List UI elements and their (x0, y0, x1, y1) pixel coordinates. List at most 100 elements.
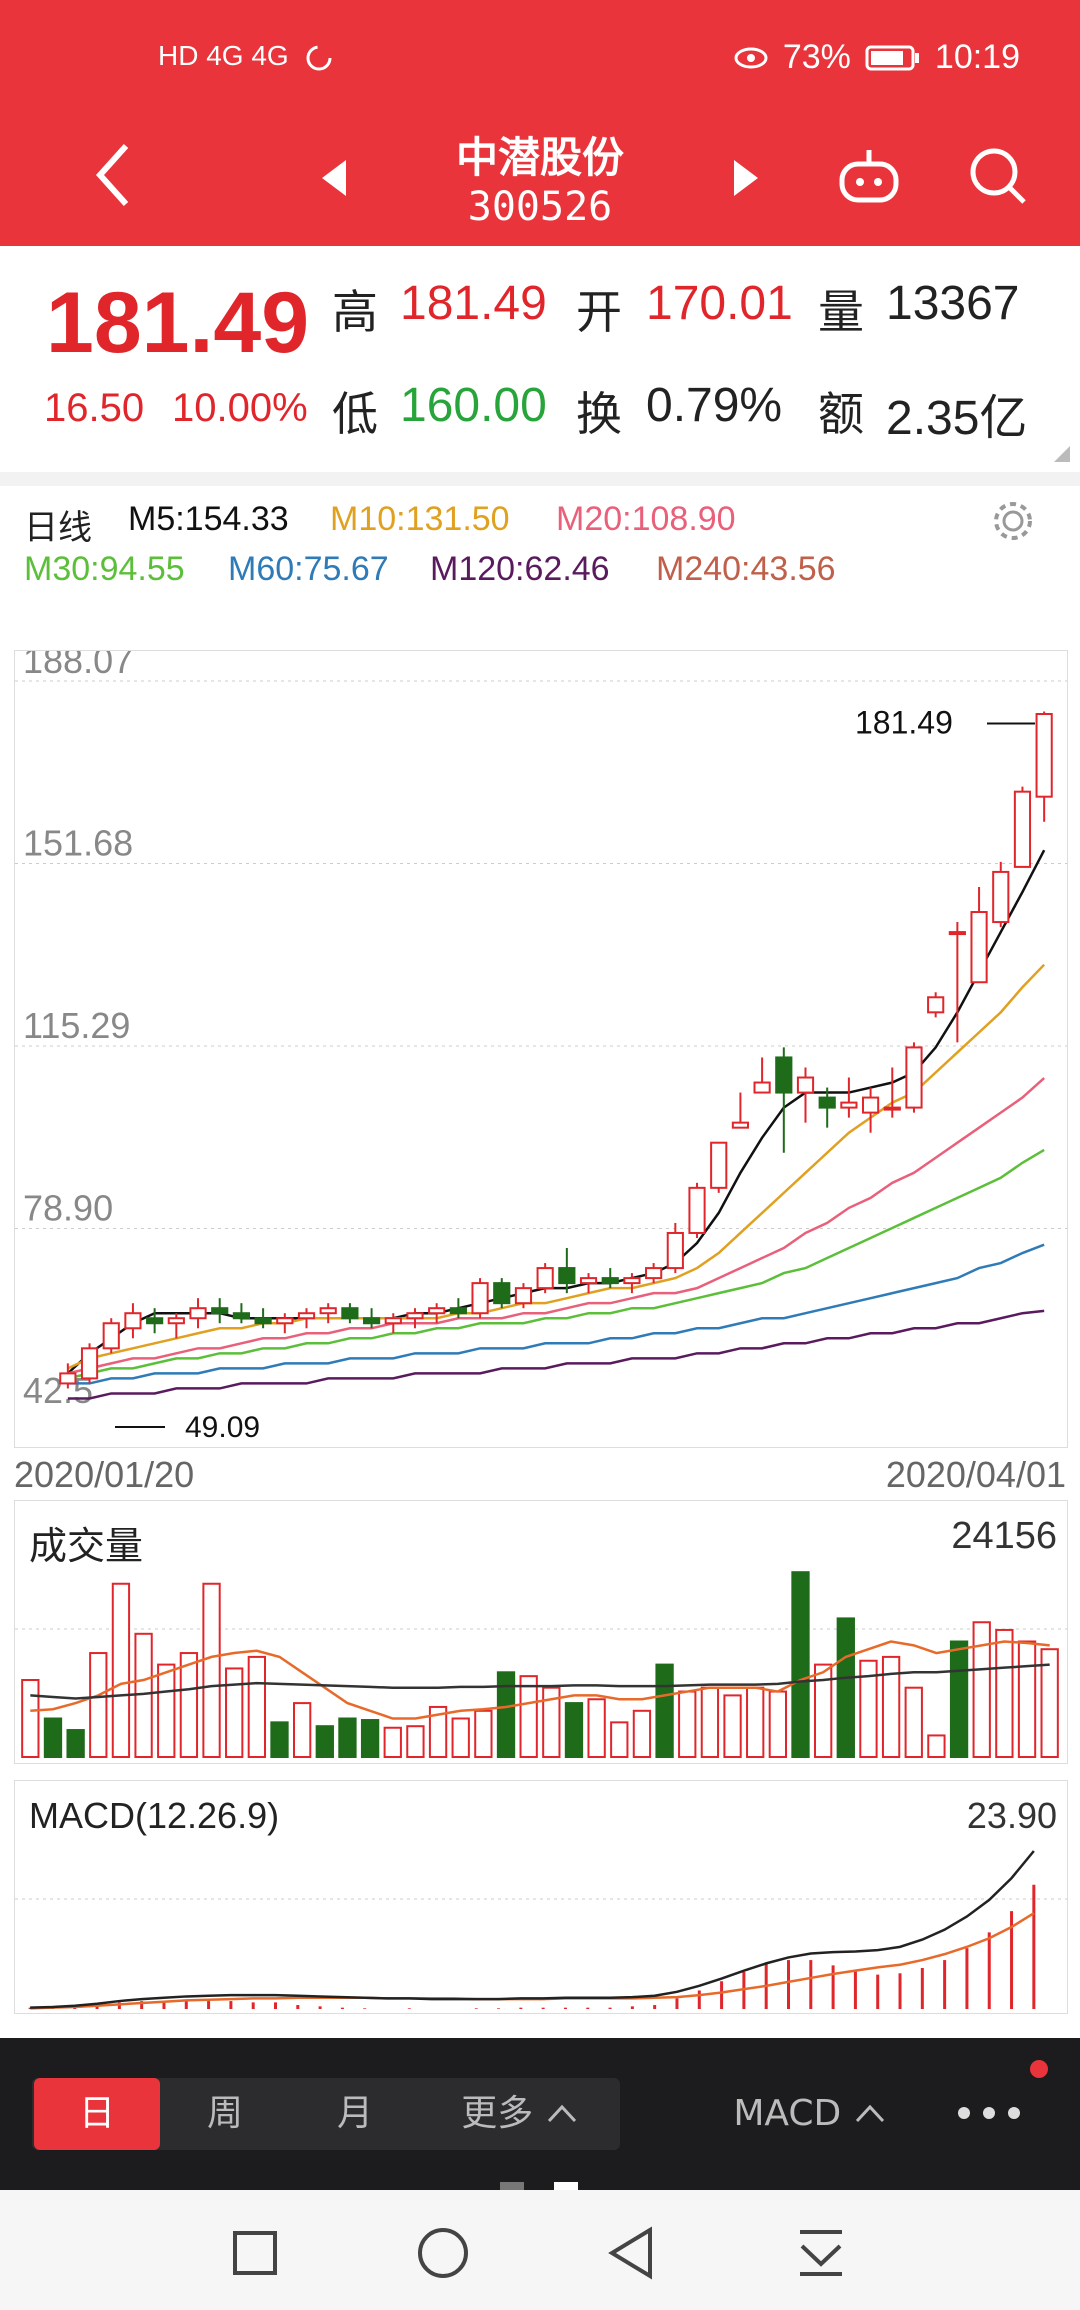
next-stock-icon[interactable] (732, 158, 760, 198)
volume-bar (474, 1709, 493, 1758)
network-label: HD 4G 4G (158, 40, 289, 71)
ma10-label: M10:131.50 (330, 500, 510, 538)
amount-label: 额 (818, 387, 864, 441)
candle-body (948, 931, 966, 936)
volume-bar (451, 1717, 470, 1758)
x-start-date: 2020/01/20 (14, 1454, 195, 1495)
volume-bar (655, 1663, 674, 1759)
status-right: 73% 10:19 (733, 38, 1020, 77)
macd-dif-line (30, 1850, 1035, 2009)
volume-bar (632, 1709, 652, 1758)
volume-bar (972, 1621, 991, 1758)
candle-body (558, 1267, 576, 1285)
prev-stock-icon[interactable] (320, 158, 348, 198)
max-price-annotation: 181.49 (855, 704, 953, 740)
more-dots-icon[interactable] (954, 2098, 1024, 2128)
candle-body (493, 1282, 511, 1305)
volume-bar (1017, 1640, 1037, 1758)
volume-bar (610, 1721, 629, 1758)
ma20-label: M20:108.90 (556, 500, 736, 538)
eye-icon (734, 47, 768, 68)
macd-max-label: 23.90 (966, 1795, 1057, 1836)
ma-line-m120 (67, 1309, 1045, 1400)
volume-bar (678, 1690, 697, 1758)
battery-icon (865, 45, 919, 70)
volume-bar (564, 1702, 584, 1758)
stock-code: 300526 (467, 184, 613, 230)
search-icon[interactable] (966, 144, 1030, 208)
volume-bar (881, 1655, 901, 1759)
candle-body (927, 996, 945, 1014)
candle-body (883, 1106, 901, 1111)
sync-icon (306, 45, 332, 71)
volume-bar (157, 1663, 176, 1759)
back-icon[interactable] (606, 2226, 656, 2280)
low-value: 160.00 (400, 379, 547, 432)
candle-body (688, 1186, 706, 1234)
y-tick-label: 78.90 (23, 1187, 113, 1228)
volume-bar (66, 1729, 85, 1758)
volume-chart[interactable]: 成交量 24156 (14, 1500, 1068, 1764)
price-change-pct: 10.00% (172, 386, 308, 430)
tab-week[interactable]: 周 (206, 2093, 243, 2134)
volume-max-label: 24156 (951, 1515, 1057, 1557)
notification-dot (1030, 2060, 1048, 2078)
candle-body (1013, 790, 1032, 868)
y-tick-label: 115.29 (23, 1005, 130, 1046)
candle-body (189, 1307, 207, 1320)
robot-icon[interactable] (836, 146, 902, 212)
recent-apps-icon[interactable] (230, 2228, 280, 2278)
indicator-selector[interactable]: MACD (720, 2078, 900, 2150)
settings-gear-icon[interactable] (990, 498, 1036, 544)
volume-bar (519, 1675, 538, 1759)
macd-dea-line (30, 1912, 1035, 2010)
high-value: 181.49 (400, 277, 547, 330)
tab-day[interactable]: 日 (34, 2078, 160, 2150)
kline-chart[interactable]: 188.07 151.68 115.29 78.90 42.5 181.49 49.09 (14, 640, 1068, 1448)
page-indicator (500, 2182, 524, 2190)
candle-body (579, 1277, 598, 1285)
volume-bar (496, 1671, 516, 1759)
title-bar: 中潜股份 300526 (0, 124, 1080, 246)
candle-body (362, 1317, 381, 1325)
notification-pull-icon[interactable] (796, 2226, 846, 2280)
chevron-up-icon (855, 2104, 884, 2123)
candle-body (731, 1121, 750, 1129)
macd-chart[interactable]: MACD(12.26.9) 23.90 (14, 1780, 1068, 2014)
volume-bar (1040, 1648, 1059, 1758)
back-arrow-icon[interactable] (92, 140, 136, 210)
volume-bar (89, 1652, 108, 1758)
candle-body (1035, 712, 1053, 798)
volume-bar (791, 1571, 810, 1759)
volume-bar (746, 1686, 765, 1758)
tab-more[interactable]: 更多 (430, 2078, 610, 2150)
volume-svg (15, 1571, 1067, 1759)
candle-body (536, 1267, 554, 1290)
tab-month[interactable]: 月 (336, 2093, 373, 2134)
candle-body (406, 1312, 424, 1320)
period-label[interactable]: 日线 (24, 509, 92, 547)
expand-corner-icon[interactable] (1054, 446, 1070, 462)
volume-bar (768, 1690, 788, 1758)
ma-line-m10 (67, 963, 1046, 1370)
volume-bar (247, 1655, 267, 1759)
quote-panel: 181.49 16.50 10.00% 高 181.49 开 170.01 量 … (0, 246, 1080, 472)
volume-bar (723, 1694, 742, 1758)
candle-body (384, 1317, 402, 1325)
candle-body (428, 1307, 446, 1315)
volume-value: 13367 (886, 277, 1020, 330)
min-price-annotation: 49.09 (185, 1411, 260, 1444)
macd-svg (15, 1850, 1067, 2010)
indicator-label: MACD (733, 2093, 842, 2134)
macd-title: MACD(12.26.9) (29, 1795, 280, 1836)
candle-body (254, 1317, 272, 1325)
volume-bar (111, 1582, 131, 1758)
volume-bar (995, 1628, 1014, 1758)
candle-body (775, 1056, 793, 1094)
ma-line-m60 (67, 1243, 1045, 1385)
volume-bar (428, 1705, 448, 1758)
home-icon[interactable] (416, 2226, 470, 2280)
volume-bar (836, 1617, 855, 1758)
volume-bar (270, 1721, 289, 1758)
